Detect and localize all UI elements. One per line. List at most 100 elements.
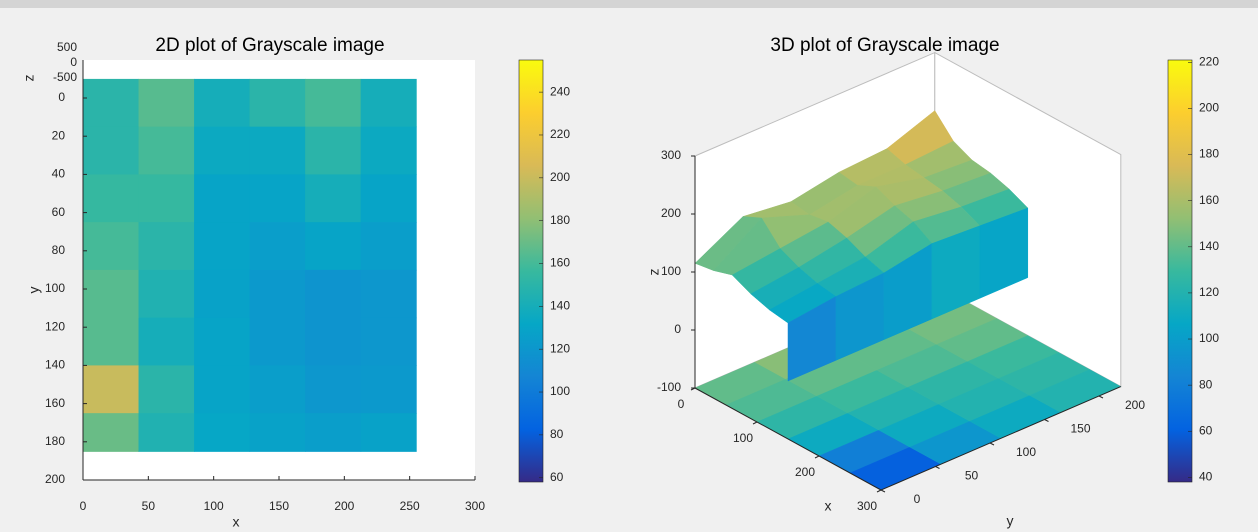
z-tick-label: 0: [674, 322, 681, 336]
colorbar-tick-label: 160: [1199, 193, 1219, 207]
heatmap-cell: [138, 174, 195, 223]
chart-title: 3D plot of Grayscale image: [770, 35, 999, 56]
y-tick: [989, 442, 995, 446]
z-tick-label: 200: [661, 206, 681, 220]
heatmap-cell: [83, 317, 140, 366]
heatmap-cell: [305, 78, 362, 128]
y-tick: [935, 466, 940, 469]
x-tick-label: 300: [857, 499, 877, 513]
colorbar-tick-label: 200: [1199, 101, 1219, 115]
heatmap-cell: [249, 126, 306, 175]
heatmap-cell: [194, 222, 251, 271]
x-tick-label: 150: [269, 499, 289, 513]
heatmap-cell: [194, 365, 251, 414]
y-tick-label: 40: [52, 167, 66, 181]
colorbar-tick-label: 140: [1199, 239, 1219, 253]
y-tick-label: 0: [914, 492, 921, 506]
heatmap-cell: [305, 222, 362, 271]
y-tick: [1044, 419, 1049, 422]
surface-edge-wall: [979, 207, 1029, 299]
x-tick-label: 0: [678, 397, 685, 411]
heatmap-cell: [249, 174, 306, 223]
heatmap-cell: [138, 222, 195, 271]
heatmap-cell: [249, 222, 306, 271]
colorbar-tick-label: 120: [1199, 285, 1219, 299]
heatmap-cell: [138, 126, 195, 175]
heatmap-cell: [83, 78, 140, 128]
y-tick-label: 140: [45, 358, 65, 372]
y-tick: [880, 489, 886, 493]
heatmap-cell: [83, 365, 140, 414]
colorbar-tick-label: 220: [550, 127, 570, 141]
y-tick-label: 50: [965, 469, 979, 483]
heatmap-cell: [83, 126, 140, 175]
heatmap-cell: [83, 413, 140, 452]
heatmap-cell: [138, 269, 195, 319]
colorbar-tick-label: 200: [550, 170, 570, 184]
colorbar-tick-label: 40: [1199, 470, 1213, 484]
y-tick-label: 180: [45, 434, 65, 448]
z-tick-label: 300: [661, 148, 681, 162]
colorbar-tick-label: 100: [1199, 331, 1219, 345]
colorbar-tick-label: 60: [1199, 423, 1213, 437]
x-tick: [814, 455, 820, 459]
heatmap-cell: [83, 174, 140, 223]
x-tick-label: 50: [142, 499, 156, 513]
colorbar-tick-label: 160: [550, 256, 570, 270]
heatmap-cell: [305, 269, 362, 319]
colorbar-tick-label: 240: [550, 84, 570, 98]
heatmap-cell: [360, 317, 417, 366]
heatmap-cell: [138, 78, 195, 128]
colorbar-tick-label: 120: [550, 341, 570, 355]
heatmap-cell: [360, 174, 417, 223]
heatmap-cell: [194, 269, 251, 319]
heatmap-cell: [194, 78, 251, 128]
heatmap-cell: [194, 174, 251, 223]
colorbar-tick-label: 80: [550, 427, 564, 441]
heatmap-cell: [249, 317, 306, 366]
top-band: [0, 0, 1258, 8]
heatmap-cell: [249, 78, 306, 128]
heatmap-cell: [138, 317, 195, 366]
colorbar-tick-label: 60: [550, 470, 564, 484]
y-tick-label: 100: [45, 281, 65, 295]
y-tick-label: 60: [52, 205, 66, 219]
heatmap-cell: [305, 413, 362, 452]
z-tick-label: 100: [661, 264, 681, 278]
colorbar-tick-label: 80: [1199, 377, 1213, 391]
x-axis-label: x: [233, 514, 240, 530]
colorbar-tick-label: 180: [1199, 147, 1219, 161]
x-tick-label: 0: [80, 499, 87, 513]
z-tick-label: 0: [70, 55, 77, 69]
x-tick-label: 100: [733, 431, 753, 445]
z-tick-label: -100: [657, 380, 681, 394]
x-tick-label: 300: [465, 499, 485, 513]
heatmap-cell: [305, 174, 362, 223]
heatmap-cell: [305, 365, 362, 414]
y-tick-label: 80: [52, 243, 66, 257]
colorbar-tick-label: 100: [550, 384, 570, 398]
z-axis-label: z: [21, 75, 37, 82]
x-tick-label: 200: [334, 499, 354, 513]
y-tick-label: 150: [1070, 422, 1090, 436]
y-axis-label: y: [26, 287, 42, 294]
x-axis: [694, 387, 882, 491]
x-tick-label: 200: [795, 465, 815, 479]
heatmap-cell: [194, 317, 251, 366]
y-tick: [1098, 395, 1104, 399]
y-tick-label: 200: [1125, 398, 1145, 412]
z-tick-label: -500: [53, 70, 77, 84]
heatmap-cell: [138, 365, 195, 414]
y-tick-label: 20: [52, 128, 66, 142]
colorbar-tick-label: 180: [550, 213, 570, 227]
heatmap-cell: [83, 269, 140, 319]
y-axis: [880, 386, 1121, 491]
heatmap-cell: [360, 222, 417, 271]
heatmap-cell: [360, 269, 417, 319]
colorbar: [518, 59, 544, 483]
z-axis-label: z: [646, 269, 662, 276]
y-axis-label: y: [1007, 513, 1014, 529]
y-tick-label: 200: [45, 472, 65, 486]
heatmap-cell: [305, 317, 362, 366]
